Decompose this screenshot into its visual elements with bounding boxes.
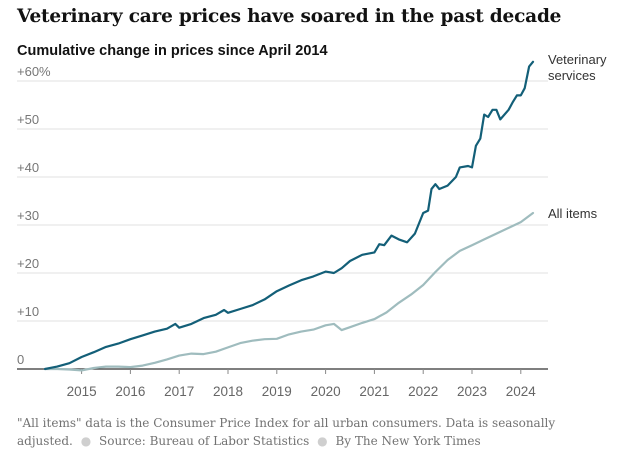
footnote-note: "All items" data is the Consumer Price I… — [17, 416, 556, 448]
series-lines — [43, 60, 535, 372]
footnote-credit: By The New York Times — [335, 434, 481, 448]
chart-title: Veterinary care prices have soared in th… — [17, 6, 562, 27]
series-label: All items — [548, 206, 598, 221]
series-label: services — [548, 68, 596, 83]
x-tick-label: 2016 — [115, 384, 145, 399]
series-line-veterinary-services — [43, 60, 535, 371]
x-tick-label: 2019 — [262, 384, 292, 399]
y-tick-label: +30 — [17, 208, 39, 223]
y-tick-label: +20 — [17, 256, 39, 271]
x-tick-label: 2024 — [506, 384, 537, 399]
separator-dot: ● — [80, 434, 92, 448]
y-tick-label: +10 — [17, 304, 39, 319]
x-tick-label: 2022 — [408, 384, 438, 399]
y-tick-label: 0 — [17, 352, 24, 367]
series-label: Veterinary — [548, 52, 607, 67]
separator-dot: ● — [317, 434, 328, 448]
x-tick-label: 2015 — [67, 384, 97, 399]
y-tick-label: +60% — [17, 64, 51, 79]
y-tick-label: +50 — [17, 112, 39, 127]
y-axis-labels: 0 +10 +20 +30 +40 +50 +60% — [17, 64, 51, 367]
x-axis: 2015 2016 2017 2018 2019 2020 2021 2022 2023 2024 — [17, 368, 548, 399]
x-tick-label: 2021 — [359, 384, 389, 399]
x-tick-label: 2017 — [164, 384, 194, 399]
y-tick-label: +40 — [17, 160, 39, 175]
series-line-all-items — [43, 211, 535, 372]
x-tick-label: 2018 — [213, 384, 243, 399]
x-tick-label: 2020 — [311, 384, 341, 399]
footnote: "All items" data is the Consumer Price I… — [17, 414, 607, 450]
line-chart: 0+10+20+30+40+50+60% 2015 2016 2017 2018 201… — [17, 52, 607, 399]
gridlines — [17, 80, 548, 322]
chart-subtitle: Cumulative change in prices since April … — [17, 43, 328, 59]
footnote-source: Source: Bureau of Labor Statistics — [99, 434, 310, 448]
x-tick-label: 2023 — [457, 384, 487, 399]
